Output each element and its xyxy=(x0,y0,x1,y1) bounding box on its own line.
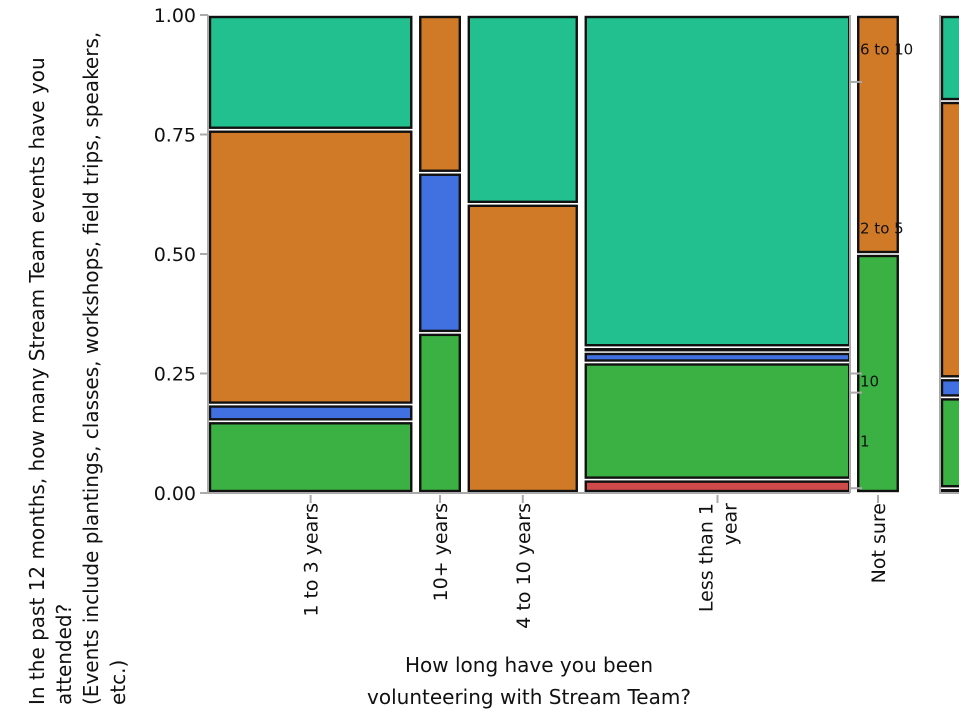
axes-layer xyxy=(200,14,879,503)
mosaic-tile xyxy=(857,15,899,254)
y-tick-label: 0.75 xyxy=(154,125,196,147)
x-axis-title: How long have you been volunteering with … xyxy=(367,653,691,709)
mosaic-tile xyxy=(584,480,851,493)
x-category-label: year xyxy=(719,503,741,546)
mosaic-tile xyxy=(419,333,462,493)
x-category-label: 4 to 10 years xyxy=(513,503,535,629)
mosaic-tile xyxy=(467,15,578,204)
right-axis-label: 1 xyxy=(860,432,870,450)
mosaic-tile xyxy=(584,348,851,352)
y-tick-label: 1.00 xyxy=(154,5,196,27)
legend-tile xyxy=(940,101,959,378)
x-category-label: 10+ years xyxy=(430,503,452,601)
tiles-layer xyxy=(208,15,899,493)
mosaic-tile xyxy=(584,352,851,362)
mosaic-tile xyxy=(584,363,851,479)
right-axis-label: 10 xyxy=(860,373,879,391)
right-axis-labels: 1 10 2 to 5 6 to 10 xyxy=(860,40,913,450)
right-axis-label: 2 to 5 xyxy=(860,220,904,238)
mosaic-tile xyxy=(419,15,462,172)
legend-tile xyxy=(940,489,959,493)
legend-tile xyxy=(940,15,959,101)
legend-tile xyxy=(940,379,959,397)
mosaic-tile xyxy=(208,422,413,493)
mosaic-tile xyxy=(584,15,851,347)
mosaic-tile xyxy=(208,405,413,421)
x-category-label: 1 to 3 years xyxy=(301,503,323,617)
legend-strip xyxy=(939,15,959,494)
x-category-labels: 1 to 3 years 10+ years 4 to 10 years Less t… xyxy=(301,503,890,629)
x-category-label: Not sure xyxy=(868,503,890,583)
mosaic-tile xyxy=(467,204,578,493)
y-axis-title: In the past 12 months, how many Stream T… xyxy=(25,32,130,705)
x-category-label: Less than 1 xyxy=(695,503,717,612)
mosaic-tile xyxy=(419,173,462,333)
y-tick-label: 0.50 xyxy=(154,244,196,266)
mosaic-tile xyxy=(208,130,413,404)
legend-tile xyxy=(940,398,959,488)
y-tick-labels: 0.00 0.25 0.50 0.75 1.00 xyxy=(154,5,196,505)
right-axis-label: 6 to 10 xyxy=(860,40,913,58)
legend-frame xyxy=(939,15,959,494)
y-tick-label: 0.25 xyxy=(154,364,196,386)
mosaic-tile xyxy=(208,15,413,129)
y-tick-label: 0.00 xyxy=(154,483,196,505)
